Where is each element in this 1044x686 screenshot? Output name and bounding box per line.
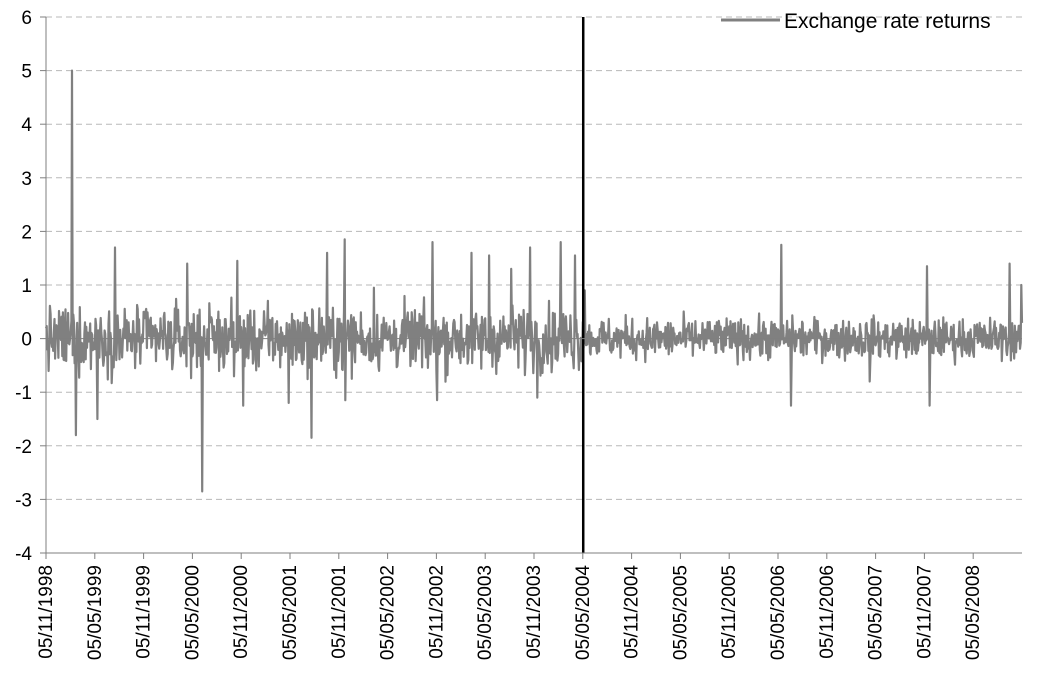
x-tick-label: 05/11/2007 [914,565,935,659]
x-tick-label: 05/11/1998 [36,565,57,659]
x-tick-label: 05/05/2004 [573,565,594,661]
x-tick-label: 05/11/2001 [329,565,350,659]
legend-label: Exchange rate returns [784,10,991,33]
x-tick-label: 05/05/2000 [182,565,203,660]
x-tick-label: 05/11/2004 [622,565,643,659]
x-tick-label: 05/11/2000 [231,565,252,659]
series-line-exchange-rate-returns [44,69,1024,493]
grid-layer [40,16,1022,554]
y-tick-label: -4 [15,544,32,565]
x-tick-label: 05/05/2006 [768,565,789,660]
x-tick-label: 05/11/2005 [719,565,740,659]
y-tick-label: 2 [21,222,32,243]
series-layer [44,69,1024,493]
x-tick-label: 05/05/2002 [378,565,399,660]
x-tick-label: 05/11/2002 [426,565,447,659]
y-tick-label: 3 [21,169,32,190]
x-tick-label: 05/05/2008 [963,565,984,660]
legend: Exchange rate returns [721,10,991,33]
x-tick-label: 05/11/2003 [524,565,545,659]
axis-layer [45,17,1022,554]
y-tick-label: 4 [21,115,32,136]
x-tick-labels: 05/11/1998 05/05/1999 05/11/1999 05/05/2000… [36,553,984,660]
y-tick-label: -1 [15,383,32,404]
x-tick-label: 05/05/2003 [475,565,496,660]
y-tick-label: 6 [21,8,32,29]
y-tick-label: 0 [21,330,32,351]
y-tick-label: 5 [21,62,32,83]
y-tick-label: -3 [15,490,32,511]
y-tick-labels: -4 -3 -2 -1 0 1 2 3 4 5 6 [15,8,32,565]
y-tick-label: -2 [15,437,32,458]
x-tick-label: 05/11/1999 [134,565,155,659]
x-tick-label: 05/05/1999 [85,565,106,660]
x-tick-label: 05/11/2006 [817,565,838,659]
x-tick-label: 05/05/2007 [866,565,887,660]
x-tick-label: 05/05/2001 [280,565,301,660]
y-tick-label: 1 [21,276,32,297]
x-tick-label: 05/05/2005 [670,565,691,660]
